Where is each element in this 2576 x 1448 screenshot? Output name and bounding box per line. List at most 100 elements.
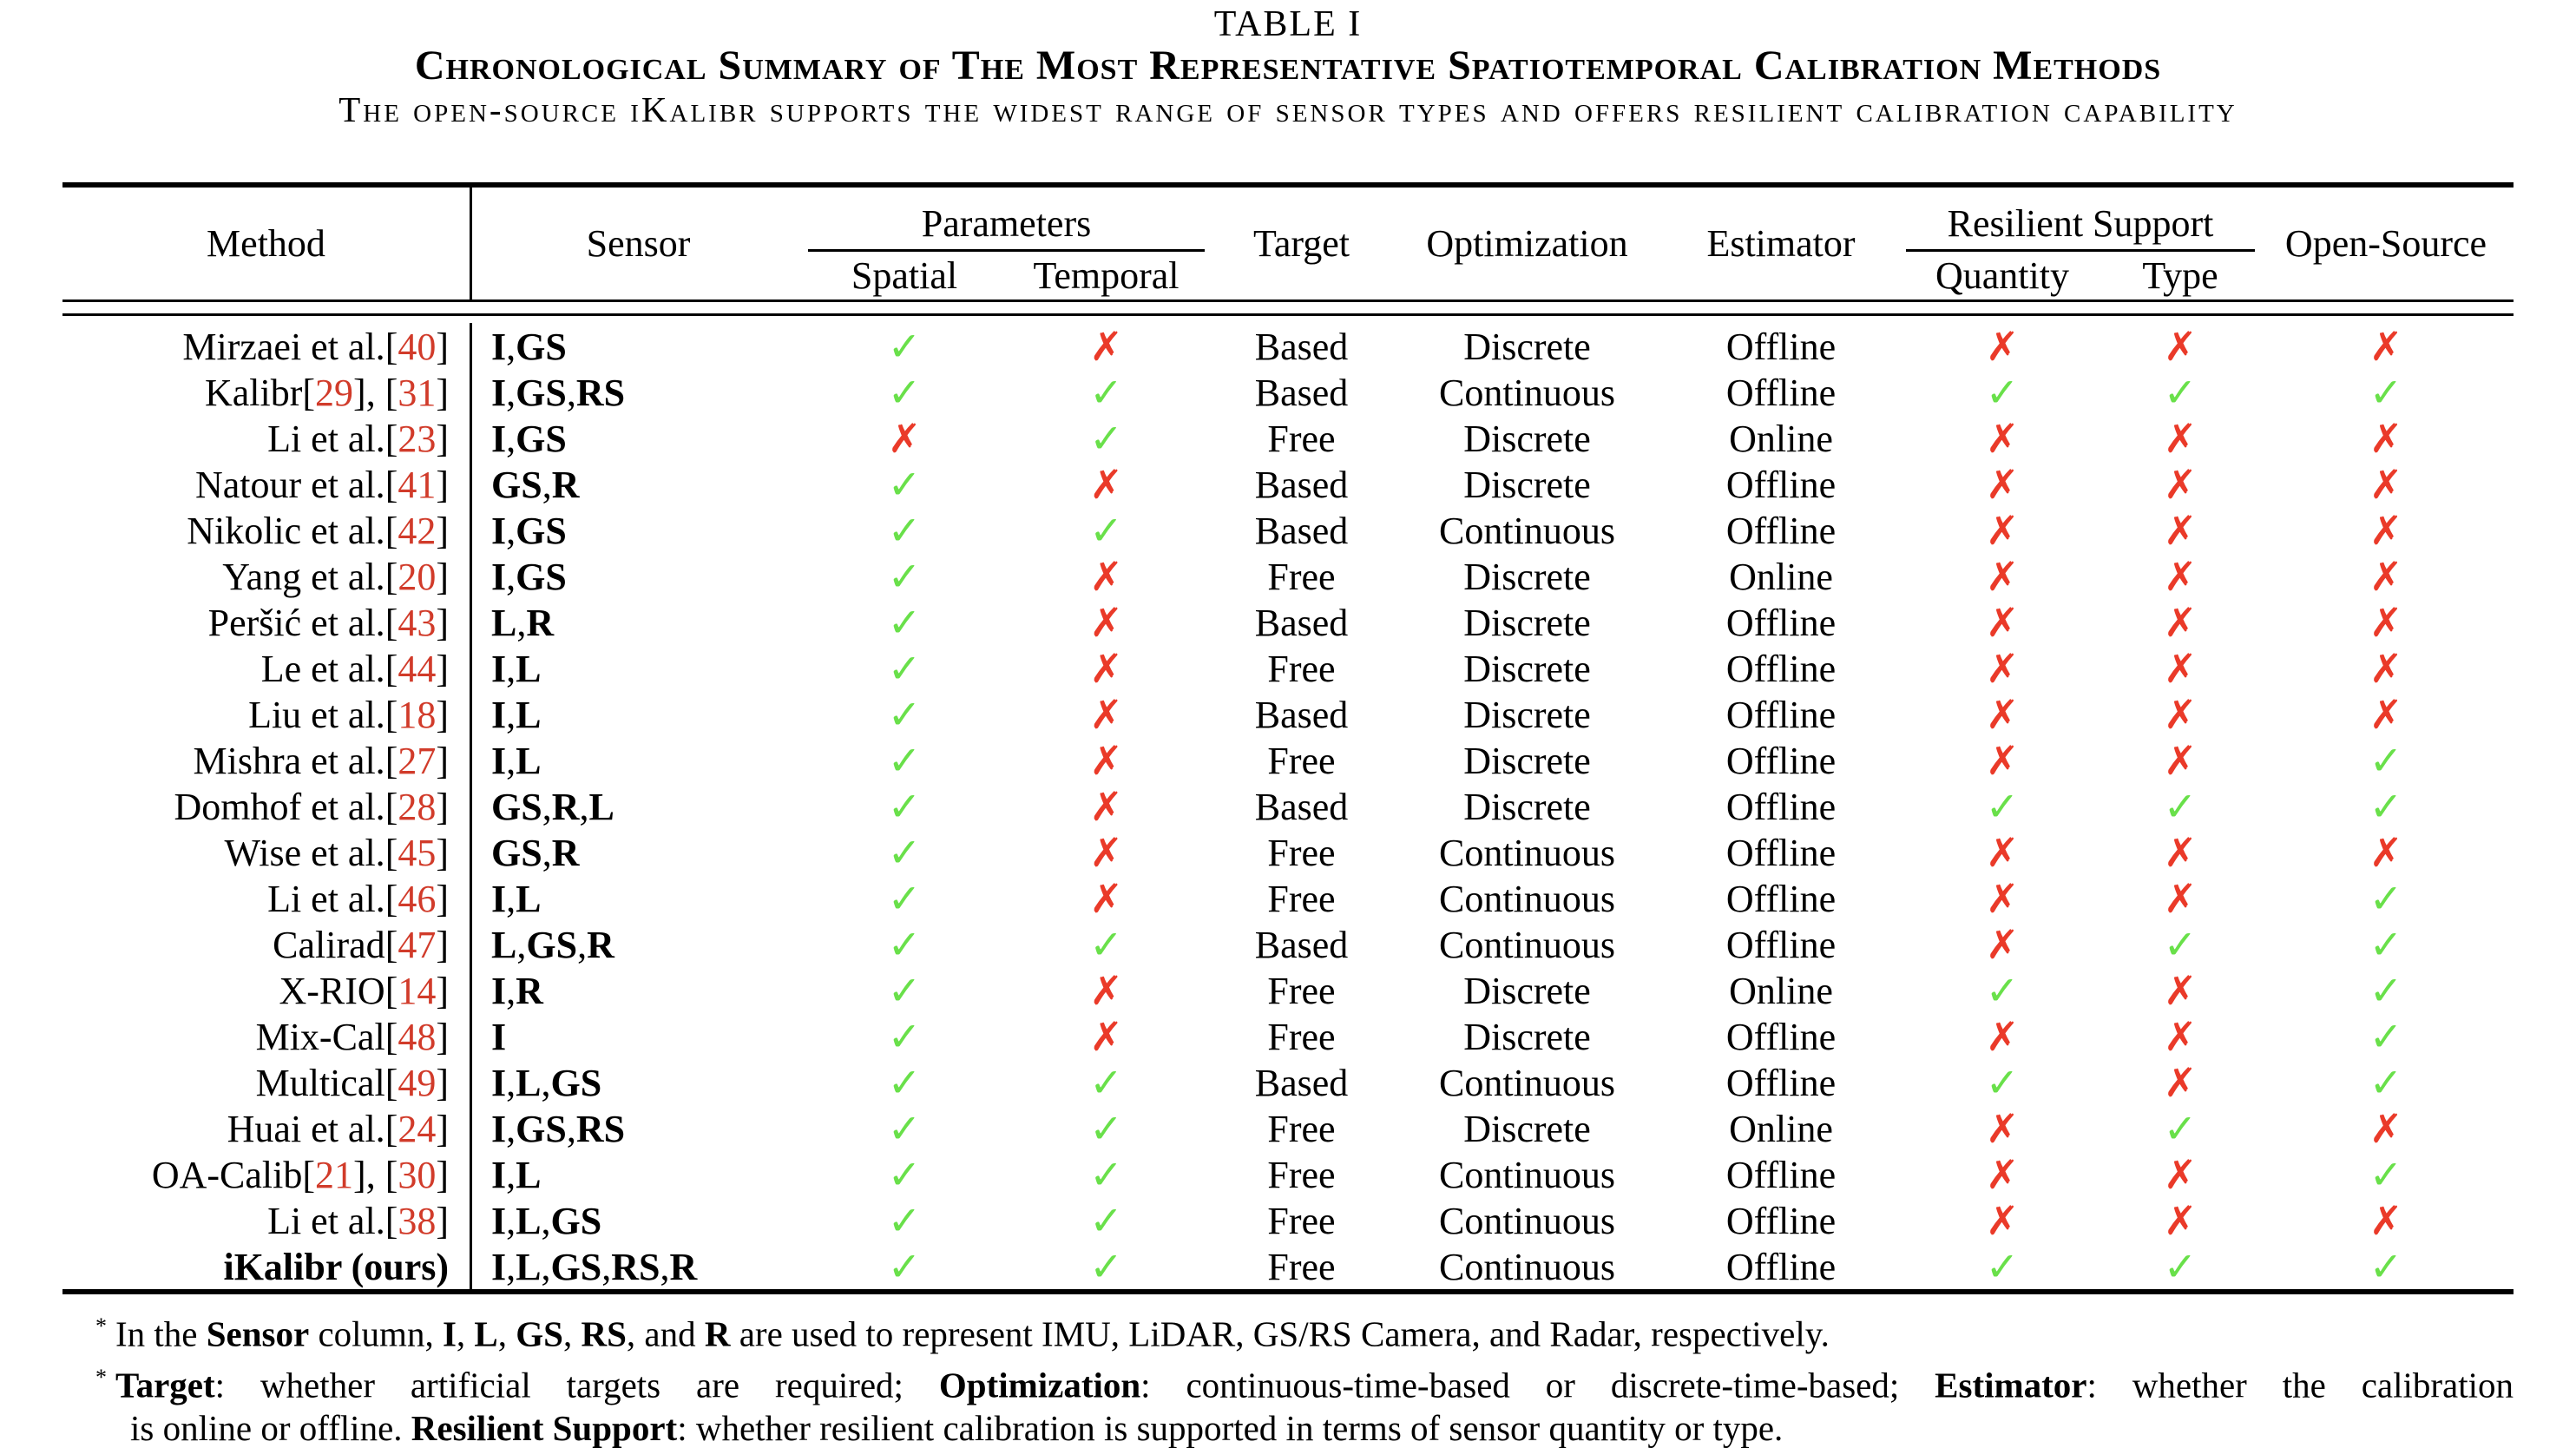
estimator-cell: Offline [1725, 509, 1837, 552]
target-cell: Free [1267, 1199, 1336, 1242]
temporal-mark-cross-icon: ✗ [1089, 645, 1123, 692]
header-resilient-support: Resilient Support [1906, 188, 2255, 252]
method-refs: [46] [384, 877, 449, 920]
sensor-cell: L, GS, R [491, 923, 614, 966]
table-caption: Chronological Summary of The Most Repres… [414, 43, 2162, 89]
header-spatial: Spatial [851, 254, 958, 297]
temporal-mark-cross-icon: ✗ [1089, 783, 1123, 830]
citation-ref[interactable]: 47 [398, 923, 437, 966]
citation-ref[interactable]: 45 [398, 831, 437, 874]
estimator-cell: Offline [1725, 1153, 1837, 1196]
citation-ref[interactable]: 23 [398, 417, 437, 460]
target-cell: Free [1267, 1153, 1336, 1196]
citation-ref[interactable]: 43 [398, 601, 437, 644]
quantity-mark-check-icon: ✓ [1985, 1059, 2020, 1106]
table-row: iKalibr (ours) I, L, GS, RS, R ✓ ✓ Free … [62, 1243, 2514, 1290]
method-refs: [42] [384, 509, 449, 552]
citation-ref[interactable]: 42 [398, 509, 437, 552]
sensor-cell: GS, R [491, 831, 580, 874]
sensor-cell: I, R [491, 969, 543, 1012]
target-cell: Free [1267, 647, 1336, 690]
table-row: Calirad [47] L, GS, R ✓ ✓ Based Continuo… [62, 921, 2514, 968]
citation-ref[interactable]: 18 [398, 693, 437, 736]
temporal-mark-cross-icon: ✗ [1089, 323, 1123, 370]
method-cell: Domhof et al. [28] [62, 783, 472, 830]
temporal-mark-cross-icon: ✗ [1089, 553, 1123, 600]
method-name: Li et al. [267, 1199, 385, 1242]
citation-ref[interactable]: 38 [398, 1199, 437, 1242]
type-mark-check-icon: ✓ [2163, 1243, 2198, 1290]
method-cell: iKalibr (ours) [62, 1243, 472, 1290]
method-name: Huai et al. [227, 1107, 385, 1150]
method-name: Mishra et al. [193, 739, 385, 782]
citation-ref[interactable]: 31 [398, 371, 437, 414]
table-row: Huai et al. [24] I, GS, RS ✓ ✓ Free Disc… [62, 1105, 2514, 1152]
citation-ref[interactable]: 29 [315, 371, 354, 414]
estimator-cell: Offline [1725, 601, 1837, 644]
header-open-source: Open-Source [2284, 222, 2487, 265]
table-row: Mix-Cal [48] I ✓ ✗ Free Discrete Offline… [62, 1013, 2514, 1060]
method-cell: Yang et al. [20] [62, 553, 472, 600]
sensor-cell: I, L, GS [491, 1199, 602, 1242]
citation-ref[interactable]: 48 [398, 1015, 437, 1058]
target-cell: Based [1254, 693, 1349, 736]
table-row: Yang et al. [20] I, GS ✓ ✗ Free Discrete… [62, 553, 2514, 600]
footnote-asterisk: * [95, 1313, 107, 1339]
quantity-mark-cross-icon: ✗ [1985, 1105, 2020, 1152]
citation-ref[interactable]: 41 [398, 463, 437, 506]
method-cell: Mishra et al. [27] [62, 737, 472, 784]
table-row: Kalibr [29], [31] I, GS, RS ✓ ✓ Based Co… [62, 369, 2514, 416]
method-cell: Natour et al. [41] [62, 461, 472, 508]
spatial-mark-check-icon: ✓ [887, 691, 922, 738]
optimization-cell: Continuous [1439, 1153, 1615, 1196]
method-refs: [18] [384, 693, 449, 736]
quantity-mark-cross-icon: ✗ [1985, 415, 2020, 462]
spatial-mark-check-icon: ✓ [887, 553, 922, 600]
citation-ref[interactable]: 14 [398, 969, 437, 1012]
type-mark-cross-icon: ✗ [2163, 645, 2198, 692]
citation-ref[interactable]: 27 [398, 739, 437, 782]
quantity-mark-cross-icon: ✗ [1985, 737, 2020, 784]
citation-ref[interactable]: 44 [398, 647, 437, 690]
temporal-mark-check-icon: ✓ [1089, 507, 1123, 554]
quantity-mark-cross-icon: ✗ [1985, 645, 2020, 692]
optimization-cell: Continuous [1439, 1245, 1615, 1288]
citation-ref[interactable]: 28 [398, 785, 437, 828]
spatial-mark-check-icon: ✓ [887, 323, 922, 370]
target-cell: Free [1267, 969, 1336, 1012]
method-cell: Peršić et al. [43] [62, 599, 472, 646]
sensor-cell: L, R [491, 601, 555, 644]
method-name: Natour et al. [194, 463, 385, 506]
citation-ref[interactable]: 46 [398, 877, 437, 920]
method-name: X-RIO [279, 969, 385, 1012]
open-source-mark-cross-icon: ✗ [2369, 829, 2403, 876]
citation-ref[interactable]: 21 [315, 1153, 354, 1196]
header-parameters: Parameters [808, 188, 1205, 252]
table-row: Liu et al. [18] I, L ✓ ✗ Based Discrete … [62, 691, 2514, 738]
header-temporal: Temporal [1033, 254, 1180, 297]
table-row: OA-Calib [21], [30] I, L ✓ ✓ Free Contin… [62, 1151, 2514, 1198]
citation-ref[interactable]: 40 [398, 325, 437, 368]
estimator-cell: Online [1729, 1107, 1833, 1150]
citation-ref[interactable]: 24 [398, 1107, 437, 1150]
estimator-cell: Offline [1725, 463, 1837, 506]
quantity-mark-cross-icon: ✗ [1985, 691, 2020, 738]
method-cell: Mix-Cal [48] [62, 1013, 472, 1060]
type-mark-cross-icon: ✗ [2163, 967, 2198, 1014]
sensor-cell: I, L [491, 1153, 542, 1196]
temporal-mark-cross-icon: ✗ [1089, 967, 1123, 1014]
target-cell: Free [1267, 831, 1336, 874]
citation-ref[interactable]: 49 [398, 1061, 437, 1104]
citation-ref[interactable]: 30 [398, 1153, 437, 1196]
open-source-mark-check-icon: ✓ [2369, 737, 2403, 784]
quantity-mark-cross-icon: ✗ [1985, 323, 2020, 370]
citation-ref[interactable]: 20 [398, 555, 437, 598]
header-estimator: Estimator [1706, 222, 1856, 265]
estimator-cell: Offline [1725, 831, 1837, 874]
table-row: Domhof et al. [28] GS, R, L ✓ ✗ Based Di… [62, 783, 2514, 830]
temporal-mark-check-icon: ✓ [1089, 1197, 1123, 1244]
table-row: X-RIO [14] I, R ✓ ✗ Free Discrete Online… [62, 967, 2514, 1014]
spatial-mark-check-icon: ✓ [887, 783, 922, 830]
method-name: Nikolic et al. [187, 509, 385, 552]
open-source-mark-cross-icon: ✗ [2369, 461, 2403, 508]
